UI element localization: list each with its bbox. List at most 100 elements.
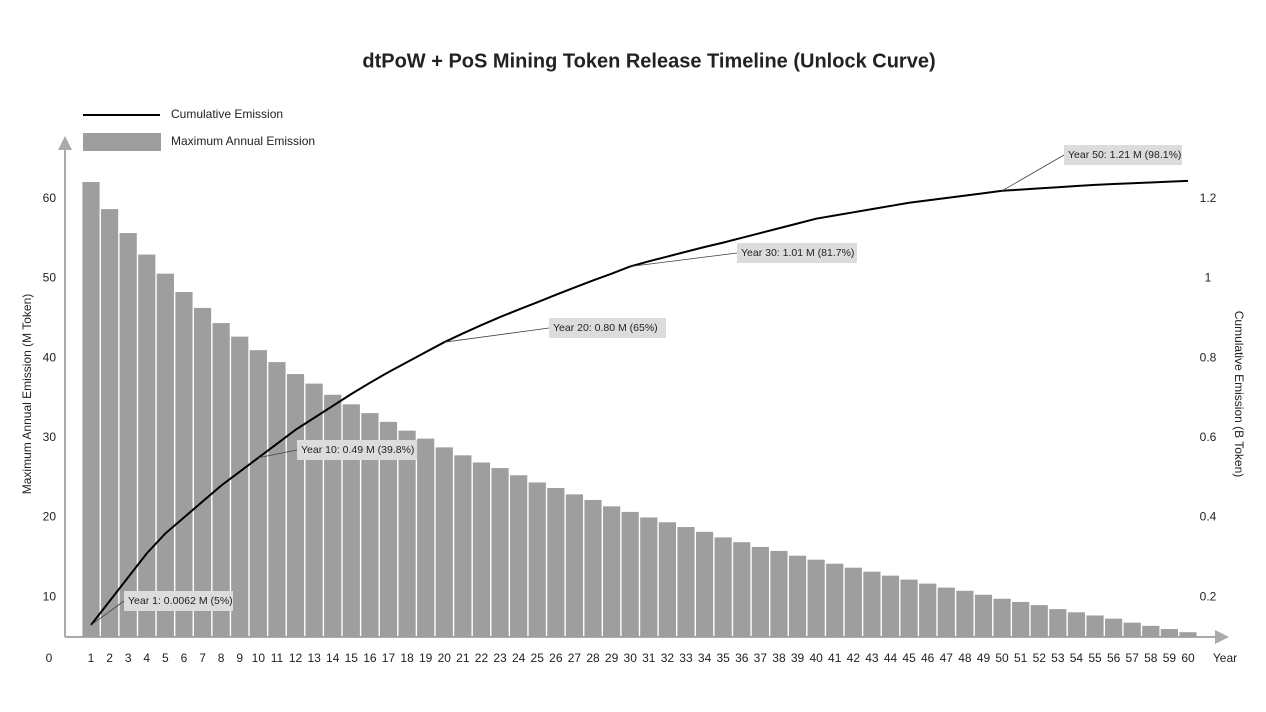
bar <box>1086 615 1104 637</box>
bar <box>900 579 918 637</box>
bar <box>677 527 695 637</box>
x-tick-label: 7 <box>199 651 206 665</box>
y-tick-label: 30 <box>43 430 57 444</box>
bars <box>82 182 1197 638</box>
bar <box>695 531 714 637</box>
annotation-box <box>549 318 666 338</box>
bar <box>1142 625 1160 637</box>
bar <box>603 506 621 637</box>
x-tick-label: 4 <box>143 651 150 665</box>
x-tick-label: 27 <box>568 651 582 665</box>
x-tick-label: 33 <box>679 651 693 665</box>
bar <box>919 583 937 637</box>
y2-tick-label: 0.8 <box>1200 350 1217 364</box>
annotation-box <box>737 243 857 263</box>
y2-tick-label: 1 <box>1205 271 1212 285</box>
bar <box>565 494 584 637</box>
x-tick-label: 9 <box>236 651 243 665</box>
overlay: Year 1: 0.0062 M (5%) Year 10: 0.49 M (39… <box>90 145 1189 626</box>
annotation-leader <box>258 449 298 459</box>
bar <box>156 273 174 637</box>
bar <box>974 594 993 637</box>
bar <box>435 447 453 637</box>
x-tick-label: 55 <box>1088 651 1102 665</box>
bar <box>138 254 156 637</box>
bar <box>1160 629 1179 637</box>
bar <box>1030 605 1048 637</box>
bar <box>807 559 825 637</box>
bar <box>212 323 230 637</box>
bar <box>788 555 807 637</box>
x-tick-label: 39 <box>791 651 805 665</box>
y-tick-label: 20 <box>43 510 57 524</box>
annotation: Year 50: 1.21 M (98.1%) <box>1001 145 1182 192</box>
bar <box>770 550 788 637</box>
bar <box>844 567 862 637</box>
annotation-box <box>124 591 233 611</box>
annotation-text: Year 1: 0.0062 M (5%) <box>128 595 233 607</box>
bar <box>714 537 732 637</box>
y2-tick-label: 0.4 <box>1200 510 1217 524</box>
x-tick-label: 37 <box>754 651 768 665</box>
annotation-text: Year 30: 1.01 M (81.7%) <box>741 247 854 259</box>
bar <box>584 499 602 637</box>
bar <box>751 546 769 637</box>
y-tick-label: 10 <box>43 589 57 603</box>
x-tick-label: 31 <box>642 651 656 665</box>
x-tick-label: 32 <box>661 651 675 665</box>
x-tick-label: 12 <box>289 651 303 665</box>
x-tick-label: 14 <box>326 651 340 665</box>
bar <box>472 462 491 637</box>
x-tick-label: 35 <box>716 651 730 665</box>
bar <box>1012 601 1030 637</box>
x-tick-label: 23 <box>493 651 507 665</box>
y2-tick-label: 0.2 <box>1200 589 1217 603</box>
bar <box>361 413 379 637</box>
x-tick-label: 30 <box>624 651 638 665</box>
bar <box>398 430 416 637</box>
x-tick-label: 25 <box>531 651 545 665</box>
x-tick-label: 57 <box>1126 651 1140 665</box>
bar <box>528 482 546 637</box>
bar <box>249 350 267 637</box>
bar <box>510 475 528 637</box>
x-tick-label: 54 <box>1070 651 1084 665</box>
x-tick-label: 24 <box>512 651 526 665</box>
x-tick-label: 34 <box>698 651 712 665</box>
x-tick-label: 42 <box>847 651 861 665</box>
y2-tick-label: 0.6 <box>1200 430 1217 444</box>
x-tick-label: 16 <box>363 651 377 665</box>
x-tick-label: 47 <box>940 651 954 665</box>
y2-axis-label: Cumulative Emission (B Token) <box>1232 311 1246 478</box>
bar <box>342 404 360 637</box>
annotation: Year 10: 0.49 M (39.8%) <box>258 440 417 460</box>
x-tick-label: 45 <box>902 651 916 665</box>
x-axis-label: Year <box>1213 651 1237 665</box>
bar <box>658 522 676 637</box>
x-tick-label: 38 <box>772 651 786 665</box>
annotation-text: Year 20: 0.80 M (65%) <box>553 322 658 334</box>
x-tick-label: 6 <box>181 651 188 665</box>
bar <box>1179 632 1197 637</box>
bar <box>937 587 955 637</box>
bar <box>1049 609 1067 637</box>
annotation-leader <box>90 600 125 626</box>
x-tick-label: 46 <box>921 651 935 665</box>
bar <box>454 455 472 637</box>
legend-label: Maximum Annual Emission <box>171 134 315 148</box>
x-tick-label: 40 <box>809 651 823 665</box>
x-tick-label: 1 <box>88 651 95 665</box>
bar <box>881 575 900 637</box>
origin-label: 0 <box>46 651 53 665</box>
annotation-leader <box>1001 154 1065 192</box>
x-tick-label: 13 <box>307 651 321 665</box>
bar <box>1105 618 1123 637</box>
x-tick-label: 28 <box>586 651 600 665</box>
x-tick-label: 50 <box>995 651 1009 665</box>
x-tick-label: 60 <box>1181 651 1195 665</box>
x-tick-label: 10 <box>252 651 266 665</box>
y2-tick-label: 1.2 <box>1200 191 1217 205</box>
bar <box>547 488 565 637</box>
bar <box>491 468 509 637</box>
